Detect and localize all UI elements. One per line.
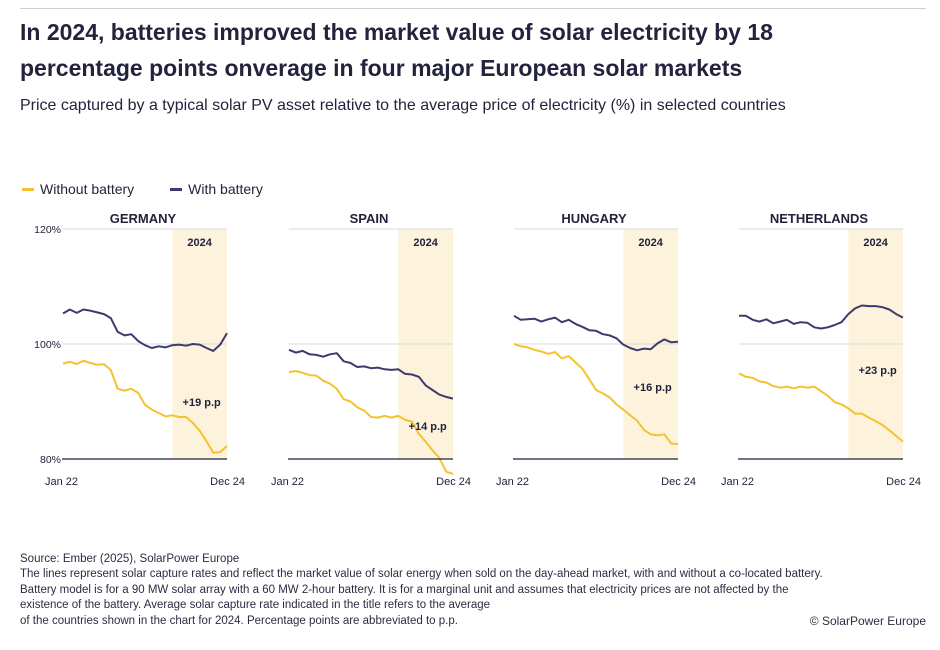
highlight-label-netherlands: 2024: [863, 237, 888, 249]
series-line-without-battery-netherlands: [738, 372, 904, 443]
legend-label-without-battery: Without battery: [40, 181, 135, 197]
series-line-without-battery-germany: [62, 359, 228, 454]
x-tick-label-start-germany: Jan 22: [45, 476, 78, 488]
y-tick-label: 80%: [40, 454, 61, 466]
chart-subtitle: Price captured by a typical solar PV ass…: [20, 97, 786, 114]
footer-note-line4: of the countries shown in the chart for …: [20, 614, 458, 627]
footer: Source: Ember (2025), SolarPower Europe …: [20, 552, 926, 629]
footer-note-line3: existence of the battery. Average solar …: [20, 599, 491, 612]
legend-item-without-battery: Without battery: [22, 181, 134, 197]
panel-title-spain: SPAIN: [350, 211, 389, 226]
highlight-label-germany: 2024: [187, 237, 212, 249]
footer-note-line2: Battery model is for a 90 MW solar array…: [20, 583, 789, 596]
y-tick-label: 100%: [34, 339, 61, 351]
x-tick-label-start-hungary: Jan 22: [496, 476, 529, 488]
chart-title-line2: percentage points onverage in four major…: [20, 55, 743, 81]
legend-swatch-without-battery: [22, 187, 34, 191]
x-tick-label-end-germany: Dec 24: [210, 476, 245, 488]
series-line-without-battery-hungary: [513, 343, 679, 446]
footer-source: Source: Ember (2025), SolarPower Europe: [20, 553, 240, 565]
x-tick-label-end-spain: Dec 24: [436, 476, 471, 488]
highlight-label-hungary: 2024: [638, 237, 663, 249]
series-line-with-battery-spain: [288, 348, 454, 400]
chart-title-line1: In 2024, batteries improved the market v…: [20, 19, 773, 45]
legend-swatch-with-battery: [170, 187, 183, 191]
annotation-germany: +19 p.p: [183, 397, 221, 409]
x-tick-label-end-hungary: Dec 24: [661, 476, 696, 488]
legend-label-with-battery: With battery: [188, 181, 263, 197]
highlight-label-spain: 2024: [413, 237, 438, 249]
series-line-with-battery-netherlands: [739, 304, 904, 330]
series-line-without-battery-spain: [288, 370, 454, 475]
footer-note-line1: The lines represent solar capture rates …: [20, 568, 823, 581]
annotation-spain: +14 p.p: [409, 421, 447, 433]
series-line-with-battery-hungary: [513, 314, 679, 352]
x-tick-label-start-spain: Jan 22: [271, 476, 304, 488]
chart-title: In 2024, batteries improved the market v…: [20, 14, 920, 86]
y-tick-label: 120%: [34, 224, 61, 236]
top-rule: [20, 8, 926, 9]
x-tick-label-start-netherlands: Jan 22: [721, 476, 754, 488]
panel-title-netherlands: NETHERLANDS: [770, 211, 869, 226]
panel-title-hungary: HUNGARY: [561, 211, 627, 226]
legend: Without battery With battery: [22, 180, 299, 198]
annotation-hungary: +16 p.p: [634, 382, 672, 394]
legend-item-with-battery: With battery: [170, 181, 263, 197]
series-line-with-battery-germany: [62, 308, 228, 352]
x-tick-label-end-netherlands: Dec 24: [886, 476, 921, 488]
chart-panels: 120% 100% 80% 2024 GERMANY +19 p.p Jan 22 Dec 2…: [34, 211, 921, 488]
annotation-netherlands: +23 p.p: [859, 365, 897, 377]
copyright: © SolarPower Europe: [809, 614, 926, 628]
panel-title-germany: GERMANY: [110, 211, 177, 226]
